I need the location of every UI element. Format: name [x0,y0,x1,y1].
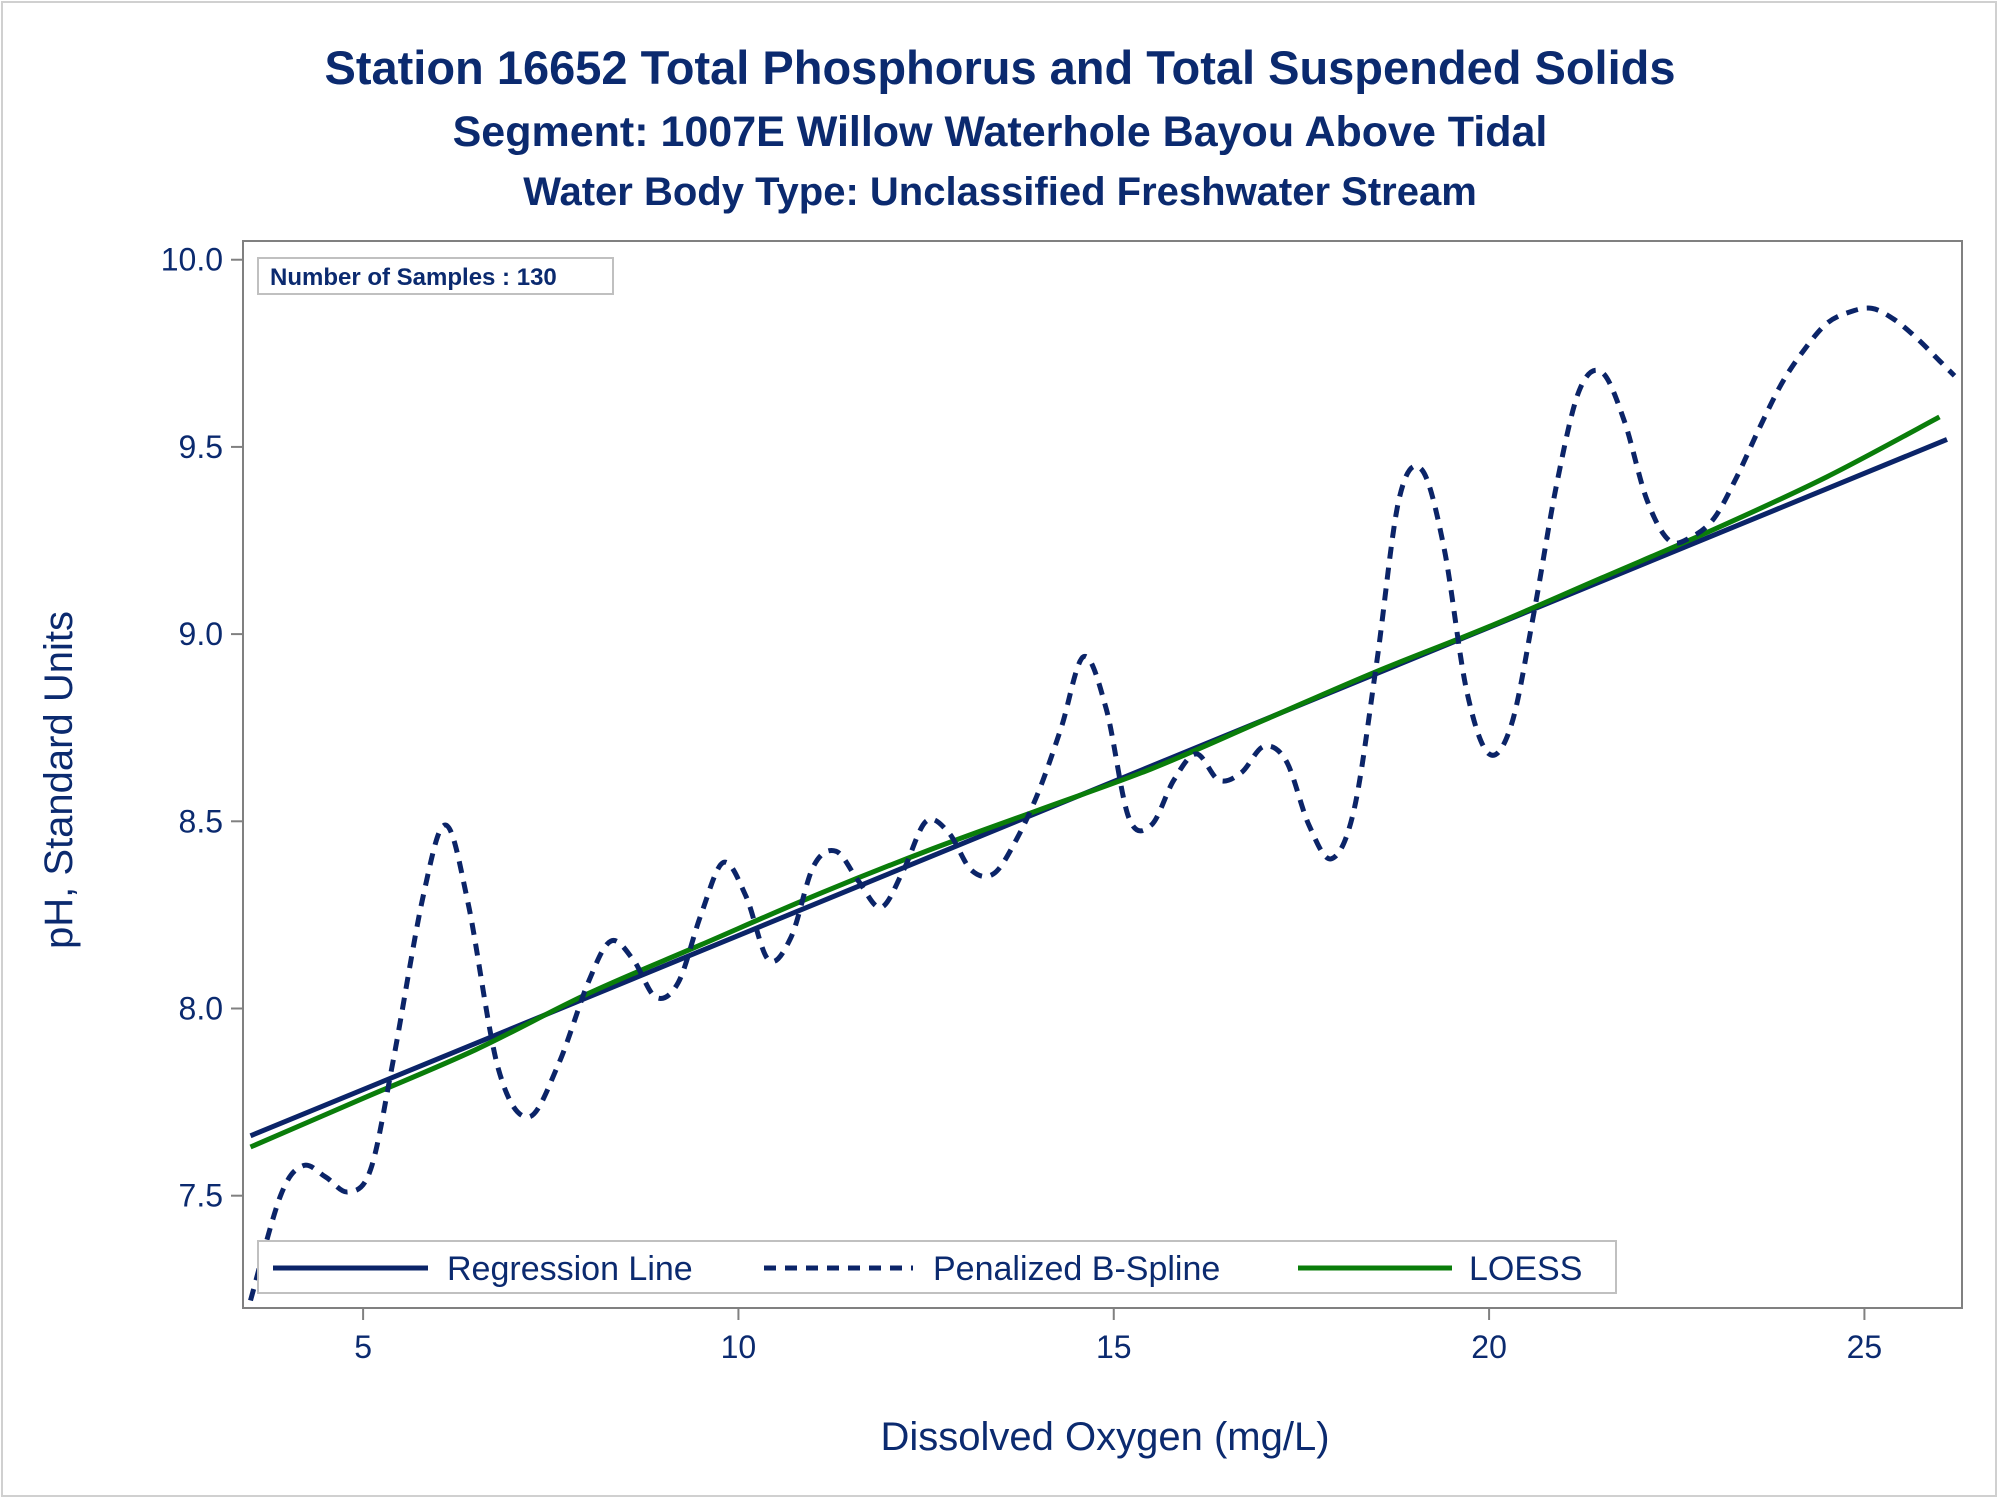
chart-title: Station 16652 Total Phosphorus and Total… [324,41,1676,94]
sample-count-box: Number of Samples : 130 [257,257,614,295]
axes-group: 5 10 15 20 25 7.5 8.0 8.5 9.0 9.5 10.0 [161,240,1963,1365]
y-tick-label: 8.5 [179,803,223,839]
y-tick-label: 7.5 [179,1178,223,1214]
legend-label: Regression Line [447,1250,693,1288]
x-tick-label: 25 [1847,1329,1883,1365]
y-axis-label: pH, Standard Units [37,611,81,949]
y-tick-label: 8.0 [179,990,223,1026]
chart-subtitle-segment: Segment: 1007E Willow Waterhole Bayou Ab… [452,108,1548,156]
x-tick-label: 15 [1096,1329,1132,1365]
legend-label: LOESS [1469,1250,1582,1288]
y-tick-label: 9.5 [179,429,223,465]
plot-area-frame [242,240,1963,1309]
x-axis-label: Dissolved Oxygen (mg/L) [880,1415,1329,1459]
legend-label: Penalized B-Spline [933,1250,1220,1288]
y-tick-label: 10.0 [161,242,223,278]
series-group [248,305,1957,1302]
x-tick-label: 20 [1471,1329,1507,1365]
x-tick-label: 5 [354,1329,372,1365]
series-line-loess [249,414,1941,1150]
series-line-penalized-b-spline [248,305,1957,1302]
legend: Regression Line Penalized B-Spline LOESS [257,1240,1617,1294]
y-tick-label: 9.0 [179,616,223,652]
sample-count-frame [257,257,614,295]
chart-subtitle-waterbody: Water Body Type: Unclassified Freshwater… [523,170,1477,214]
x-tick-label: 10 [721,1329,757,1365]
sample-count-label: Number of Samples : 130 [270,264,557,291]
